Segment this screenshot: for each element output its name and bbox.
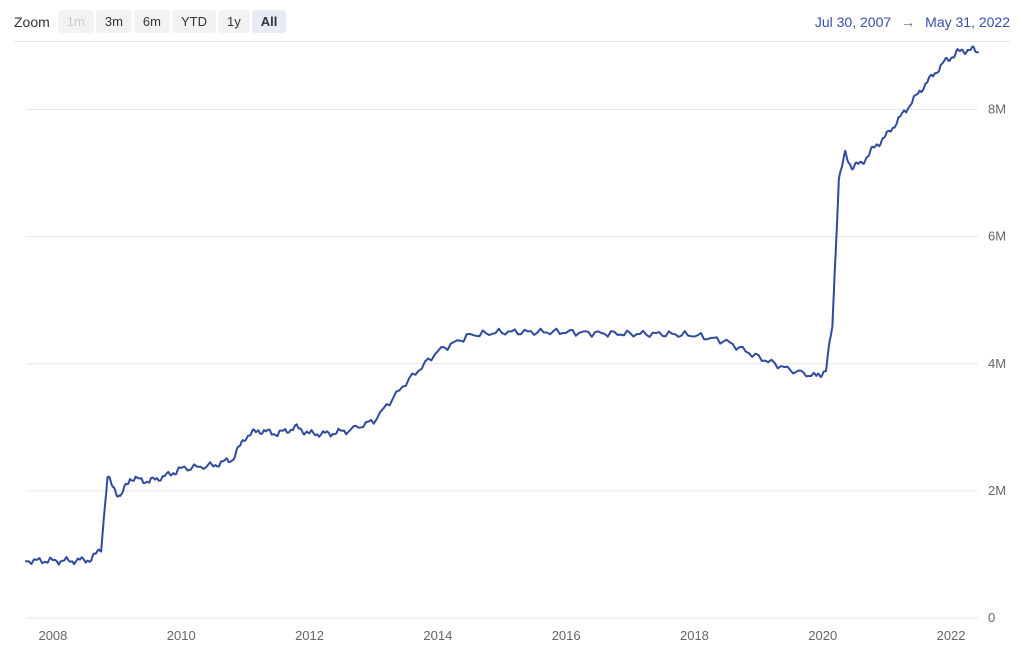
x-tick-label: 2010 [167,628,196,643]
zoom-6m-button[interactable]: 6m [134,10,170,33]
x-tick-label: 2022 [937,628,966,643]
series-line [26,47,978,565]
date-to[interactable]: May 31, 2022 [925,14,1010,30]
line-chart[interactable]: 0 2M 4M 6M 8M 2008 2010 2012 2014 2016 2018 2020 202… [14,42,1010,660]
toolbar: Zoom 1m 3m 6m YTD 1y All Jul 30, 2007 → … [14,10,1010,42]
x-tick-label: 2008 [38,628,67,643]
y-tick-label: 0 [988,610,995,625]
chart-area: 0 2M 4M 6M 8M 2008 2010 2012 2014 2016 2018 2020 202… [14,42,1010,660]
zoom-all-button[interactable]: All [252,10,287,33]
y-tick-label: 8M [988,102,1006,117]
y-tick-label: 4M [988,356,1006,371]
arrow-icon: → [901,14,915,30]
date-from[interactable]: Jul 30, 2007 [815,14,891,30]
x-tick-label: 2014 [423,628,452,643]
zoom-controls: Zoom 1m 3m 6m YTD 1y All [14,10,286,33]
zoom-label: Zoom [14,14,50,30]
zoom-1y-button[interactable]: 1y [218,10,250,33]
x-tick-label: 2012 [295,628,324,643]
x-tick-label: 2016 [552,628,581,643]
zoom-3m-button[interactable]: 3m [96,10,132,33]
x-tick-label: 2018 [680,628,709,643]
y-tick-label: 2M [988,483,1006,498]
y-tick-label: 6M [988,229,1006,244]
chart-container: Zoom 1m 3m 6m YTD 1y All Jul 30, 2007 → … [0,0,1024,672]
x-tick-label: 2020 [808,628,837,643]
date-range: Jul 30, 2007 → May 31, 2022 [815,14,1010,30]
zoom-ytd-button[interactable]: YTD [172,10,216,33]
zoom-1m-button[interactable]: 1m [58,10,94,33]
